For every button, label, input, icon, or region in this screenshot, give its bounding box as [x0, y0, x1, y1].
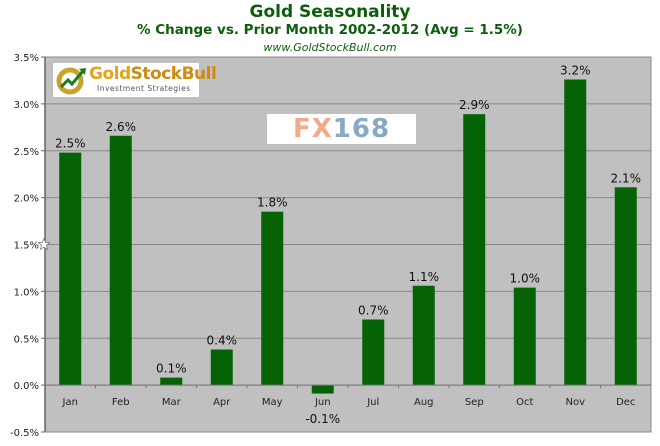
y-tick-label: -0.5% — [10, 428, 39, 439]
data-label: 2.9% — [459, 98, 490, 112]
data-label: 1.1% — [409, 270, 440, 284]
chart-subtitle: % Change vs. Prior Month 2002-2012 (Avg … — [137, 22, 523, 38]
x-tick-label: Jul — [366, 397, 379, 408]
bar-dec — [614, 187, 637, 386]
data-label: 2.6% — [106, 120, 137, 134]
y-tick-label: 2.0% — [14, 194, 39, 205]
bar-may — [261, 211, 284, 386]
logo-emblem-icon — [56, 67, 86, 95]
x-tick-label: Oct — [516, 397, 533, 408]
x-tick-label: Aug — [414, 397, 434, 408]
bar-oct — [513, 287, 536, 386]
bar-jul — [362, 319, 385, 386]
y-tick-label: 0.5% — [14, 334, 39, 345]
data-label: 0.4% — [207, 334, 238, 348]
data-label: 1.0% — [510, 272, 541, 286]
y-tick-label: 3.0% — [14, 100, 39, 111]
bar-feb — [109, 135, 132, 386]
x-tick-label: Nov — [565, 397, 585, 408]
logo-tagline: Investment Strategies — [97, 84, 191, 93]
y-tick-label: 3.5% — [14, 53, 39, 64]
data-label: 0.1% — [156, 362, 187, 376]
x-tick-label: Jun — [314, 397, 331, 408]
bar-sep — [463, 114, 486, 386]
x-tick-label: Jan — [62, 397, 78, 408]
fx-text: FX — [292, 114, 333, 144]
x-tick-label: Feb — [112, 397, 130, 408]
bar-mar — [160, 377, 183, 386]
bar-jan — [59, 152, 82, 386]
data-label: 3.2% — [560, 64, 591, 78]
bar-nov — [564, 79, 587, 386]
logo-text-gold: Gold — [89, 64, 131, 84]
data-label: 2.5% — [55, 137, 86, 151]
fx-number: 168 — [332, 114, 391, 144]
logo-text-stockbull: StockBull — [130, 64, 217, 84]
data-label: -0.1% — [305, 412, 340, 426]
x-tick-label: Apr — [213, 397, 231, 408]
chart-title: Gold Seasonality — [249, 2, 411, 22]
bar-apr — [210, 349, 233, 386]
average-star-icon — [37, 237, 51, 251]
x-tick-label: Mar — [162, 397, 182, 408]
y-tick-label: 2.5% — [14, 147, 39, 158]
x-tick-label: May — [262, 397, 283, 408]
x-tick-label: Sep — [465, 397, 484, 408]
data-label: 2.1% — [611, 171, 642, 185]
x-tick-label: Dec — [616, 397, 635, 408]
bar-aug — [412, 285, 435, 386]
goldstockbull-logo: GoldStockBull Investment Strategies — [53, 63, 217, 97]
fx168-logo: FX168 — [267, 114, 416, 144]
bar-jun — [311, 385, 334, 394]
y-tick-label: 1.0% — [14, 287, 39, 298]
data-label: 0.7% — [358, 304, 389, 318]
data-label: 1.8% — [257, 196, 288, 210]
y-tick-label: 1.5% — [14, 241, 39, 252]
chart-source: www.GoldStockBull.com — [263, 41, 397, 54]
y-tick-label: 0.0% — [14, 381, 39, 392]
